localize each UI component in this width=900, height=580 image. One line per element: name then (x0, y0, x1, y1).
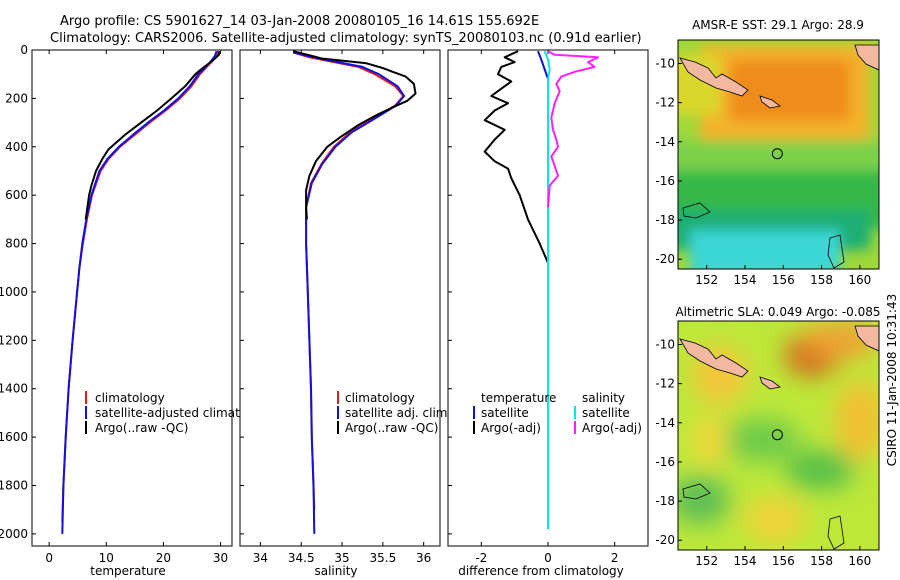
x-tick-label: 34.5 (288, 551, 315, 565)
map-y-tick-label: -12 (655, 96, 675, 110)
sla-reef-2 (827, 515, 845, 550)
map-y-tick-label: -10 (655, 337, 675, 351)
series-line-argo-raw-qc- (84, 51, 221, 220)
x-tick-label: -2 (475, 551, 487, 565)
salinity-xlabel: salinity (314, 564, 357, 578)
difference-panel: -2 0 2 difference from climatology tempera… (447, 49, 649, 578)
x-tick-label: 10 (99, 551, 114, 565)
map-x-tick-label: 160 (848, 273, 871, 287)
sla-reef (682, 483, 711, 500)
sst-reef-2 (827, 234, 845, 269)
map-y-tick-label: -18 (655, 213, 675, 227)
legend-label-satellite-adjusted: satellite-adjusted climatology (95, 406, 273, 420)
y-tick-label: 400 (5, 140, 28, 154)
temperature-panel: 0 10 20 30 0 200 400 600 800 1000 1200 1400 1600 1800… (0, 43, 273, 578)
map-x-tick-label: 160 (848, 554, 871, 568)
temperature-xlabel: temperature (90, 564, 165, 578)
legend-label-salinity-argo: Argo(-adj) (582, 421, 642, 435)
x-tick-label: 36 (416, 551, 431, 565)
sst-land-2 (759, 95, 781, 109)
x-tick-label: 34 (253, 551, 268, 565)
y-tick-label: 1200 (0, 333, 28, 347)
salinity-legend: climatology satellite adj. clim. Argo(..… (337, 391, 451, 435)
temperature-axes (31, 49, 233, 547)
sst-field (678, 45, 879, 269)
figure-title-line1: Argo profile: CS 5901627_14 03-Jan-2008 … (60, 14, 539, 29)
series-line-temperature-argo-adj- (483, 50, 549, 292)
series-line-salinity-argo-adj- (547, 50, 599, 208)
temperature-legend: climatology satellite-adjusted climatolo… (85, 391, 273, 435)
legend-group-salinity: salinity (582, 391, 625, 405)
map-y-tick-label: -18 (655, 494, 675, 508)
x-tick-label: 0 (45, 551, 53, 565)
sla-coastline (679, 338, 749, 378)
legend-label-climatology: climatology (95, 391, 165, 405)
difference-xlabel: difference from climatology (458, 564, 624, 578)
sst-reef (682, 202, 711, 219)
y-tick-label: 1400 (0, 382, 28, 396)
map-y-tick-label: -12 (655, 377, 675, 391)
legend-label-argo: Argo(..raw -QC) (345, 421, 438, 435)
x-tick-label: 20 (156, 551, 171, 565)
map-x-tick-label: 152 (695, 273, 718, 287)
x-tick-label: 30 (213, 551, 228, 565)
sst-land-3 (854, 44, 879, 71)
sst-coastline (679, 57, 749, 97)
salinity-panel: 34 34.5 35 35.5 36 salinity climatology sate… (239, 49, 451, 578)
x-tick-label: 2 (611, 551, 619, 565)
series-line-satellite-adj-clim- (292, 51, 406, 534)
y-tick-label: 600 (5, 188, 28, 202)
legend-label-climatology: climatology (345, 391, 415, 405)
map-x-tick-label: 158 (810, 273, 833, 287)
map-y-tick-label: -10 (655, 56, 675, 70)
y-tick-label: 200 (5, 91, 28, 105)
y-tick-label: 2000 (0, 527, 28, 541)
difference-legend: temperature satellite Argo(-adj) salinit… (473, 391, 642, 435)
sla-map-title: Altimetric SLA: 0.049 Argo: -0.085 (675, 305, 880, 319)
y-tick-label: 1600 (0, 430, 28, 444)
map-y-tick-label: -14 (655, 416, 675, 430)
salinity-axes (239, 49, 441, 547)
figure-title-line2: Climatology: CARS2006. Satellite-adjuste… (50, 31, 642, 46)
map-x-tick-label: 152 (695, 554, 718, 568)
legend-label-temperature-satellite: satellite (481, 406, 529, 420)
legend-label-satellite: satellite adj. clim. (345, 406, 451, 420)
map-x-tick-label: 154 (734, 554, 757, 568)
map-y-tick-label: -20 (655, 533, 675, 547)
legend-label-temperature-argo: Argo(-adj) (481, 421, 541, 435)
sla-map-frame (677, 320, 880, 551)
series-line-satellite-adjusted-climatology (61, 50, 218, 534)
y-tick-label: 1000 (0, 285, 28, 299)
legend-label-argo: Argo(..raw -QC) (95, 421, 188, 435)
map-y-tick-label: -20 (655, 252, 675, 266)
sst-map: AMSR-E SST: 29.1 Argo: 28.9 152 154 156 158… (655, 18, 880, 287)
x-tick-label: 0 (544, 551, 552, 565)
sla-argo-marker (771, 429, 783, 441)
map-x-tick-label: 154 (734, 273, 757, 287)
sla-map: Altimetric SLA: 0.049 Argo: -0.085 152 (655, 305, 880, 568)
sla-land-2 (759, 376, 781, 390)
sst-map-frame (677, 39, 880, 270)
map-x-tick-label: 156 (772, 273, 795, 287)
legend-label-salinity-satellite: satellite (582, 406, 630, 420)
x-tick-label: 35 (334, 551, 349, 565)
y-tick-label: 1800 (0, 479, 28, 493)
x-tick-label: 35.5 (369, 551, 396, 565)
legend-group-temperature: temperature (481, 391, 556, 405)
map-x-tick-label: 156 (772, 554, 795, 568)
y-tick-label: 800 (5, 237, 28, 251)
sst-argo-marker (771, 148, 783, 160)
sst-map-title: AMSR-E SST: 29.1 Argo: 28.9 (692, 18, 864, 32)
map-y-tick-label: -14 (655, 135, 675, 149)
sla-field (678, 322, 879, 542)
map-y-tick-label: -16 (655, 174, 675, 188)
sla-land-3 (854, 325, 879, 352)
map-y-tick-label: -16 (655, 455, 675, 469)
map-x-tick-label: 158 (810, 554, 833, 568)
y-tick-label: 0 (20, 43, 28, 57)
side-credit-label: CSIRO 11-Jan-2008 10:31:43 (885, 294, 899, 466)
series-line-argo-raw-qc- (292, 50, 417, 220)
